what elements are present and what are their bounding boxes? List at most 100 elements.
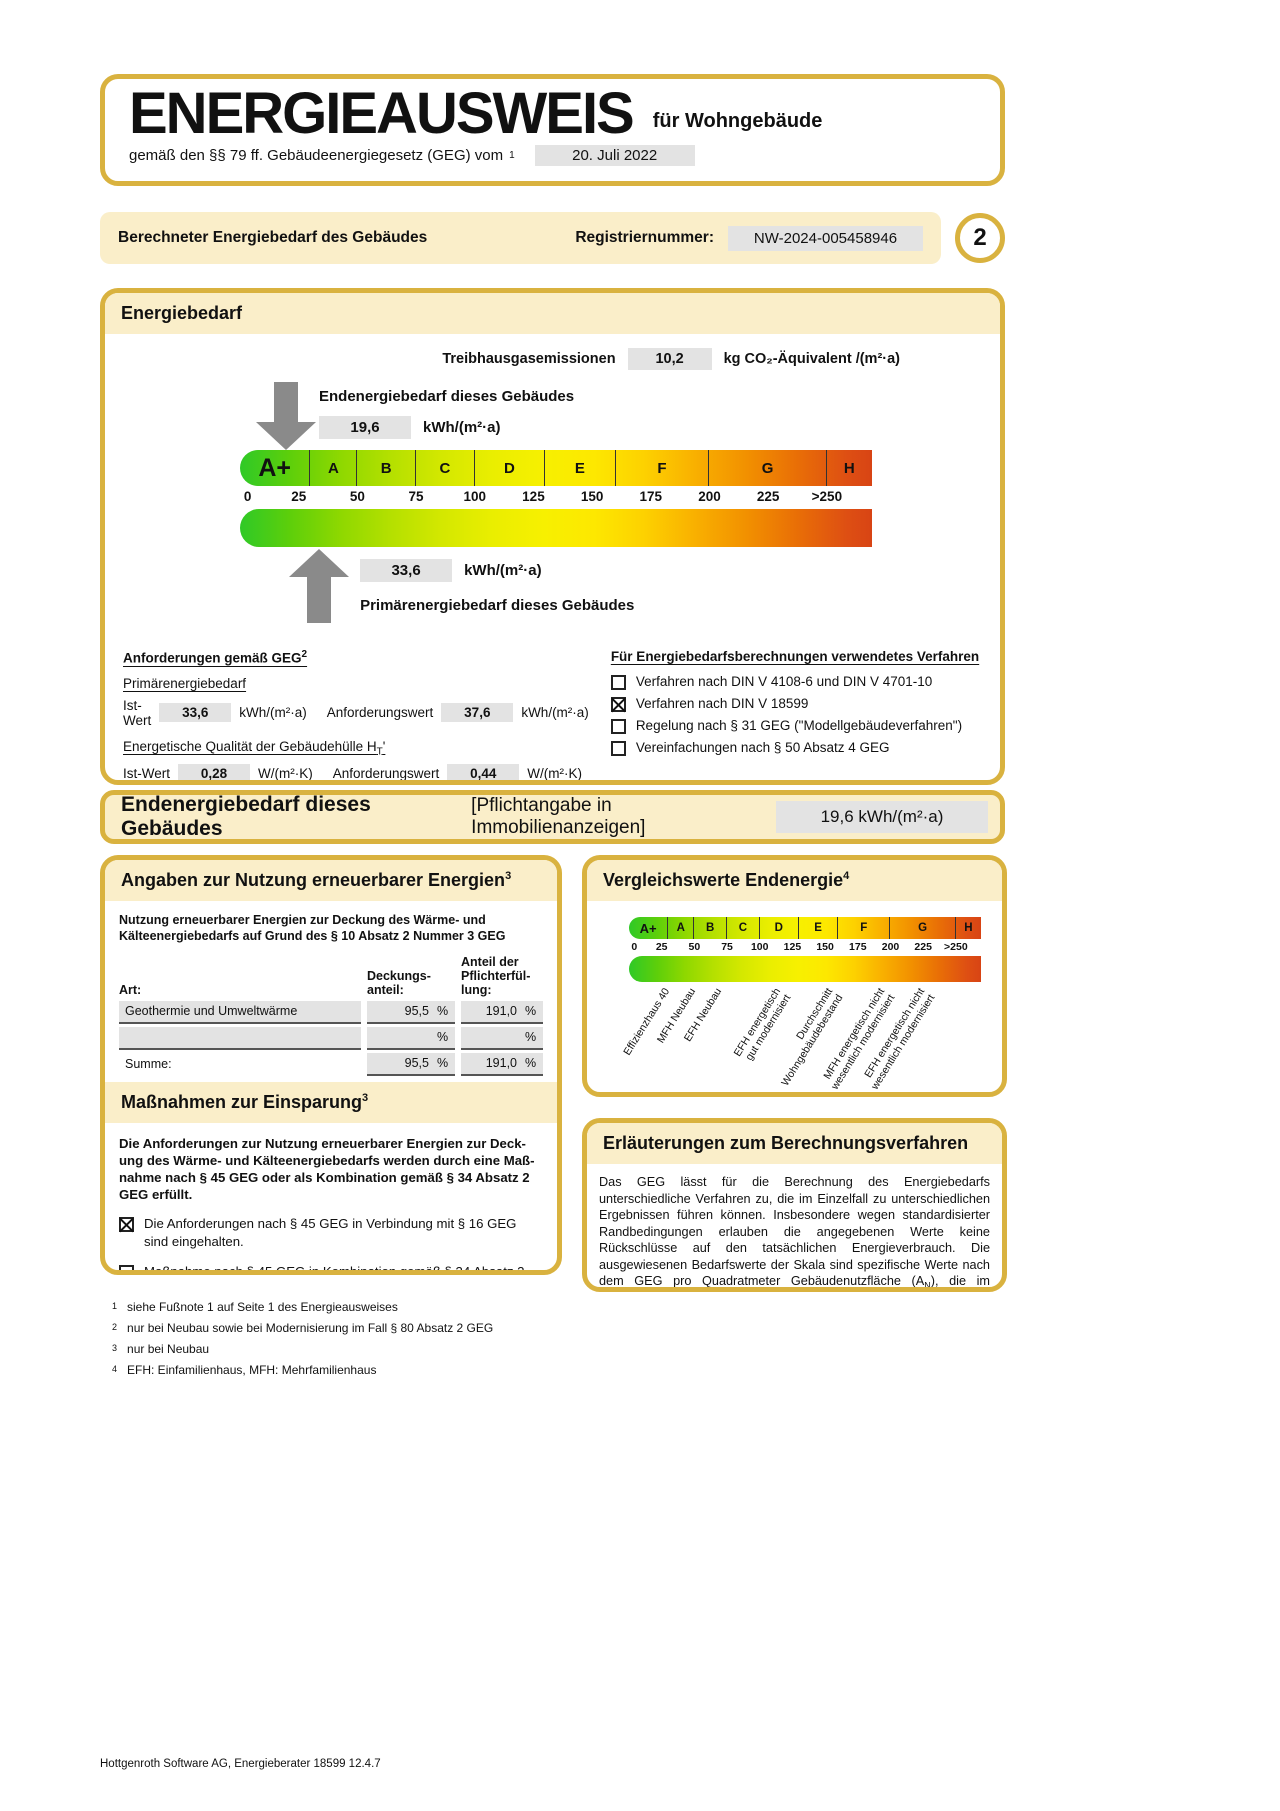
envelope-ist-value-field: 0,28 xyxy=(178,764,250,780)
comparison-labels: Effizienzhaus 40 MFH Neubau EFH Neubau E… xyxy=(621,982,981,1092)
energy-scale: Endenergiebedarf dieses Gebäudes 19,6 kW… xyxy=(240,374,872,649)
ghg-unit: kg CO₂-Äquivalent /(m²·a) xyxy=(723,351,900,367)
calculation-methods-block: Für Energiebedarfsberechnungen verwendet… xyxy=(610,649,984,780)
tick-50: 50 xyxy=(349,489,365,504)
class-label-g: G xyxy=(918,922,928,934)
calc-demand-label: Berechneter Energiebedarf des Gebäudes xyxy=(118,229,428,246)
envelope-ist-unit: W/(m²·K) xyxy=(258,766,313,782)
tick-75: 75 xyxy=(721,941,733,953)
requirements-footnote-ref: 2 xyxy=(301,649,308,660)
header-box: ENERGIEAUSWEIS für Wohngebäude gemäß den… xyxy=(100,74,1005,186)
percent-sign: % xyxy=(437,1030,449,1044)
method-checkbox-par31[interactable] xyxy=(610,719,626,734)
class-label-g: G xyxy=(761,459,774,477)
percent-sign: % xyxy=(525,1004,537,1018)
comparison-scale-ticks: 0 25 50 75 100 125 150 175 200 225 >250 xyxy=(629,939,981,956)
arrow-stem xyxy=(274,382,298,422)
software-footer: Hottgenroth Software AG, Energieberater … xyxy=(100,1758,381,1770)
row-art-field xyxy=(119,1026,361,1050)
class-label-b: B xyxy=(706,922,715,934)
row-share-value: 95,5 xyxy=(404,1004,429,1018)
footnote-text: nur bei Neubau xyxy=(127,1342,210,1356)
footnotes: 1 siehe Fußnote 1 auf Seite 1 des Energie… xyxy=(112,1300,493,1384)
class-label-a: A xyxy=(676,922,685,934)
class-label-aplus: A+ xyxy=(258,453,292,482)
tick-225: 225 xyxy=(914,941,932,953)
primary-energy-band xyxy=(240,509,872,547)
method-label: Verfahren nach DIN V 18599 xyxy=(635,696,809,711)
comparison-gradient-band xyxy=(629,956,981,982)
primary-energy-value-field: 33,6 xyxy=(360,559,453,582)
table-row: Geothermie und Umweltwärme 95,5% 191,0% xyxy=(119,1000,543,1024)
explanations-sub: N xyxy=(924,1280,931,1291)
energy-scale-ticks: 0 25 50 75 100 125 150 175 200 225 >250 xyxy=(240,486,872,509)
class-label-c: C xyxy=(439,459,451,477)
tick-50: 50 xyxy=(688,941,701,953)
registration-number-label: Registriernummer: xyxy=(575,229,714,246)
percent-sign: % xyxy=(525,1056,537,1070)
sum-duty-value: 191,0 xyxy=(485,1056,517,1070)
renewables-panel: Angaben zur Nutzung erneuerbarer Energie… xyxy=(100,855,562,1275)
table-row: % % xyxy=(119,1026,543,1050)
anforderungswert-label: Anforderungswert xyxy=(326,705,434,720)
explanations-title: Erläuterungen zum Berechnungsverfahren xyxy=(587,1123,1002,1164)
tick-125: 125 xyxy=(783,941,802,953)
renewables-intro: Nutzung erneuerbarer Energien zur Deckun… xyxy=(119,913,506,943)
comparison-class-band: A+ A B C D E F G H xyxy=(629,917,981,939)
primary-energy-marker-arrow xyxy=(288,549,349,623)
envelope-heading-post: ' xyxy=(382,738,386,754)
tick-200: 200 xyxy=(698,489,721,504)
end-energy-value-field: 19,6 xyxy=(319,416,411,439)
savings-intro: Die Anforderungen zur Nutzung erneuerbar… xyxy=(119,1135,535,1202)
banner-title: Endenergiebedarf dieses Gebäudes xyxy=(121,793,371,840)
par45-requirements-label: Die Anforderungen nach § 45 GEG in Verbi… xyxy=(144,1216,517,1249)
primary-ist-value-field: 33,6 xyxy=(159,703,232,722)
footnote-number: 3 xyxy=(112,1343,118,1353)
method-checkbox-din4108[interactable] xyxy=(610,675,626,690)
combination-text-pre: Maßnahme nach § 45 GEG in Kombination ge… xyxy=(144,1263,525,1275)
law-footnote-ref: 1 xyxy=(509,150,515,161)
comparison-footnote-ref: 4 xyxy=(843,870,850,882)
class-label-h: H xyxy=(843,459,855,477)
method-label: Regelung nach § 31 GEG ("Modellgebäudeve… xyxy=(635,718,963,733)
end-energy-label: Endenergiebedarf dieses Gebäudes xyxy=(319,388,575,405)
document-subtitle: für Wohngebäude xyxy=(652,110,823,132)
class-label-e: E xyxy=(574,459,585,477)
method-label: Vereinfachungen nach § 50 Absatz 4 GEG xyxy=(635,740,890,755)
class-label-c: C xyxy=(738,922,748,934)
requirements-heading: Anforderungen gemäß GEG xyxy=(123,650,302,666)
energy-demand-panel: Energiebedarf Treibhausgasemissionen 10,… xyxy=(100,288,1005,785)
tick-25: 25 xyxy=(655,941,668,953)
tick-175: 175 xyxy=(639,489,663,504)
end-energy-marker-arrow xyxy=(256,382,316,450)
tick-100: 100 xyxy=(750,941,769,953)
tick-100: 100 xyxy=(463,489,486,504)
end-energy-unit: kWh/(m²·a) xyxy=(423,419,501,436)
tick-150: 150 xyxy=(816,941,834,953)
row-duty-value: 191,0 xyxy=(485,1004,517,1018)
par45-combination-checkbox[interactable] xyxy=(119,1264,134,1270)
ghg-value-field: 10,2 xyxy=(627,348,712,370)
footnote-text: EFH: Einfamilienhaus, MFH: Mehrfamilienh… xyxy=(127,1363,377,1377)
comparison-scale: A+ A B C D E F G H 0 25 50 75 100 125 xyxy=(621,917,981,1092)
col-header-duty: Anteil der Pflichterfül- lung: xyxy=(461,955,531,997)
banner-bracket-note: [Pflichtangabe in Immobilienanzeigen] xyxy=(471,795,646,838)
ghg-label: Treibhausgasemissionen xyxy=(442,351,616,367)
energy-class-band: A+ A B C D E F G H xyxy=(240,450,872,486)
page-number-badge: 2 xyxy=(955,213,1005,263)
tick-75: 75 xyxy=(408,489,424,504)
document-title: ENERGIEAUSWEIS xyxy=(129,81,635,146)
method-checkbox-din18599[interactable] xyxy=(610,697,626,712)
tick-0: 0 xyxy=(631,941,638,953)
renewables-footnote-ref: 3 xyxy=(505,870,512,882)
col-header-art: Art: xyxy=(119,982,142,997)
law-reference: gemäß den §§ 79 ff. Gebäudeenergiegesetz… xyxy=(129,147,504,164)
energy-demand-section-title: Energiebedarf xyxy=(105,293,1000,334)
method-checkbox-par50[interactable] xyxy=(610,741,626,756)
tick-175: 175 xyxy=(849,941,867,953)
tick-25: 25 xyxy=(291,489,307,504)
table-sum-row: Summe: 95,5% 191,0% xyxy=(119,1052,543,1076)
par45-requirements-checkbox[interactable] xyxy=(119,1217,134,1233)
sum-share-value: 95,5 xyxy=(404,1056,429,1070)
